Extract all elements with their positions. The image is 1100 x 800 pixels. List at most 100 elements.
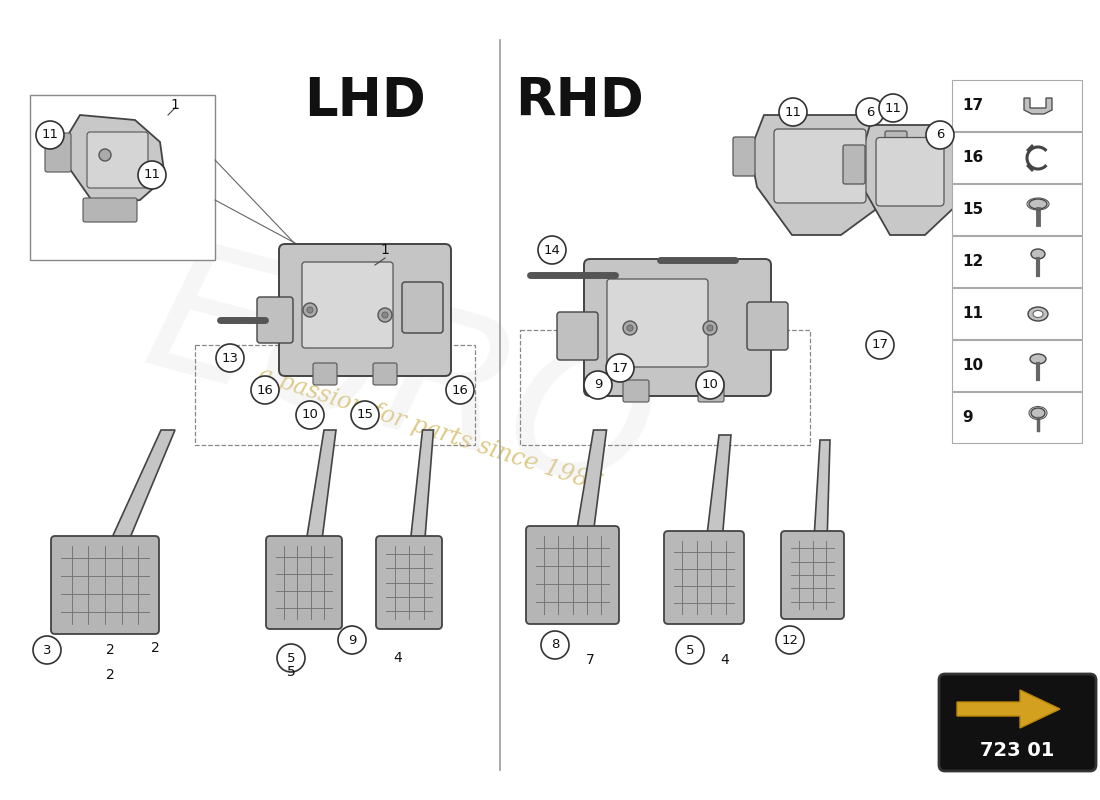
Ellipse shape — [1028, 307, 1048, 321]
Text: 5: 5 — [685, 643, 694, 657]
Text: 1: 1 — [381, 243, 389, 257]
FancyBboxPatch shape — [774, 129, 866, 203]
Circle shape — [296, 401, 324, 429]
Polygon shape — [576, 430, 606, 530]
Circle shape — [538, 236, 566, 264]
Circle shape — [216, 344, 244, 372]
FancyBboxPatch shape — [955, 139, 977, 178]
FancyBboxPatch shape — [781, 531, 844, 619]
Text: 17: 17 — [871, 338, 889, 351]
Text: 6: 6 — [936, 129, 944, 142]
Ellipse shape — [1031, 249, 1045, 259]
Circle shape — [138, 161, 166, 189]
Circle shape — [277, 644, 305, 672]
Text: 13: 13 — [221, 351, 239, 365]
FancyBboxPatch shape — [82, 198, 138, 222]
Text: 1: 1 — [170, 98, 179, 112]
Text: 8: 8 — [551, 638, 559, 651]
Bar — [520, 330, 810, 445]
Bar — [952, 340, 1082, 391]
Circle shape — [703, 321, 717, 335]
Text: 16: 16 — [256, 383, 274, 397]
Circle shape — [926, 121, 954, 149]
FancyBboxPatch shape — [698, 380, 724, 402]
Ellipse shape — [1030, 354, 1046, 364]
Text: LHD: LHD — [304, 75, 426, 127]
FancyBboxPatch shape — [584, 259, 771, 396]
Text: 16: 16 — [962, 150, 983, 166]
FancyBboxPatch shape — [266, 536, 342, 629]
Polygon shape — [410, 430, 433, 540]
Text: 11: 11 — [784, 106, 802, 118]
Bar — [30, 95, 214, 260]
Circle shape — [378, 308, 392, 322]
FancyBboxPatch shape — [623, 380, 649, 402]
Circle shape — [33, 636, 60, 664]
Circle shape — [99, 149, 111, 161]
Text: 15: 15 — [962, 202, 983, 218]
Bar — [952, 236, 1082, 287]
Bar — [952, 80, 1082, 131]
Text: 12: 12 — [781, 634, 799, 646]
FancyBboxPatch shape — [314, 363, 337, 385]
FancyBboxPatch shape — [376, 536, 442, 629]
FancyBboxPatch shape — [257, 297, 293, 343]
FancyBboxPatch shape — [373, 363, 397, 385]
Text: 10: 10 — [702, 378, 718, 391]
Circle shape — [696, 371, 724, 399]
FancyBboxPatch shape — [51, 536, 160, 634]
Circle shape — [776, 626, 804, 654]
Circle shape — [584, 371, 612, 399]
Circle shape — [879, 94, 908, 122]
Circle shape — [866, 331, 894, 359]
FancyBboxPatch shape — [843, 145, 865, 184]
FancyBboxPatch shape — [747, 302, 788, 350]
Text: 12: 12 — [962, 254, 983, 270]
Text: 9: 9 — [348, 634, 356, 646]
FancyBboxPatch shape — [87, 132, 148, 188]
Bar — [952, 184, 1082, 235]
Text: 17: 17 — [962, 98, 983, 114]
Text: 5: 5 — [287, 651, 295, 665]
Text: 2: 2 — [106, 643, 114, 657]
Circle shape — [606, 354, 634, 382]
Circle shape — [779, 98, 807, 126]
Polygon shape — [1024, 98, 1052, 114]
Circle shape — [251, 376, 279, 404]
Text: 11: 11 — [42, 129, 58, 142]
Text: 9: 9 — [594, 378, 602, 391]
Text: 5: 5 — [287, 665, 296, 679]
Text: 4: 4 — [394, 651, 403, 665]
Text: 16: 16 — [452, 383, 469, 397]
Text: 2: 2 — [151, 641, 160, 655]
Circle shape — [541, 631, 569, 659]
Circle shape — [36, 121, 64, 149]
Text: 11: 11 — [884, 102, 902, 114]
FancyBboxPatch shape — [664, 531, 744, 624]
Text: a passion for parts since 1985: a passion for parts since 1985 — [255, 363, 605, 497]
Circle shape — [382, 312, 388, 318]
Bar — [952, 392, 1082, 443]
FancyBboxPatch shape — [526, 526, 619, 624]
Circle shape — [351, 401, 380, 429]
Circle shape — [302, 303, 317, 317]
FancyBboxPatch shape — [876, 138, 944, 206]
Circle shape — [627, 325, 632, 331]
Text: 10: 10 — [962, 358, 983, 374]
Ellipse shape — [1033, 310, 1043, 318]
Text: 7: 7 — [585, 653, 594, 667]
Text: 9: 9 — [962, 410, 972, 426]
Ellipse shape — [1031, 408, 1045, 418]
Text: EURO: EURO — [129, 229, 671, 531]
FancyBboxPatch shape — [302, 262, 393, 348]
Text: 15: 15 — [356, 409, 374, 422]
Text: 3: 3 — [43, 643, 52, 657]
Text: 6: 6 — [866, 106, 874, 118]
Text: 10: 10 — [301, 409, 318, 422]
Bar — [952, 132, 1082, 183]
Text: 11: 11 — [962, 306, 983, 322]
Circle shape — [307, 307, 314, 313]
Text: 2: 2 — [106, 668, 114, 682]
FancyBboxPatch shape — [886, 131, 907, 170]
Polygon shape — [111, 430, 175, 540]
